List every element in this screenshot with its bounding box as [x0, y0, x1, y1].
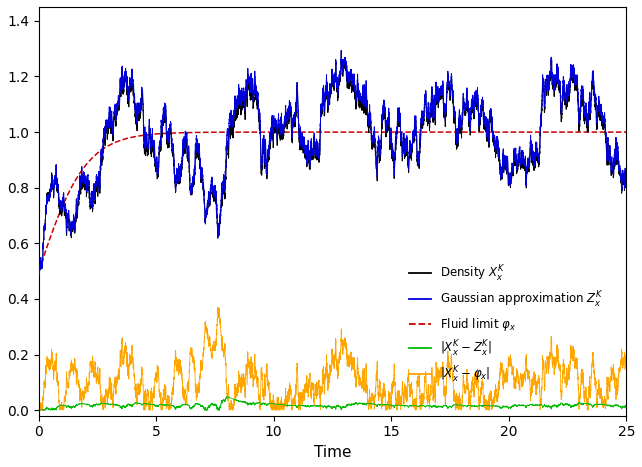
- Legend: Density $X_x^K$, Gaussian approximation $Z_x^K$, Fluid limit $\varphi_x$, $|X_x^: Density $X_x^K$, Gaussian approximation …: [404, 259, 609, 389]
- X-axis label: Time: Time: [314, 445, 351, 460]
